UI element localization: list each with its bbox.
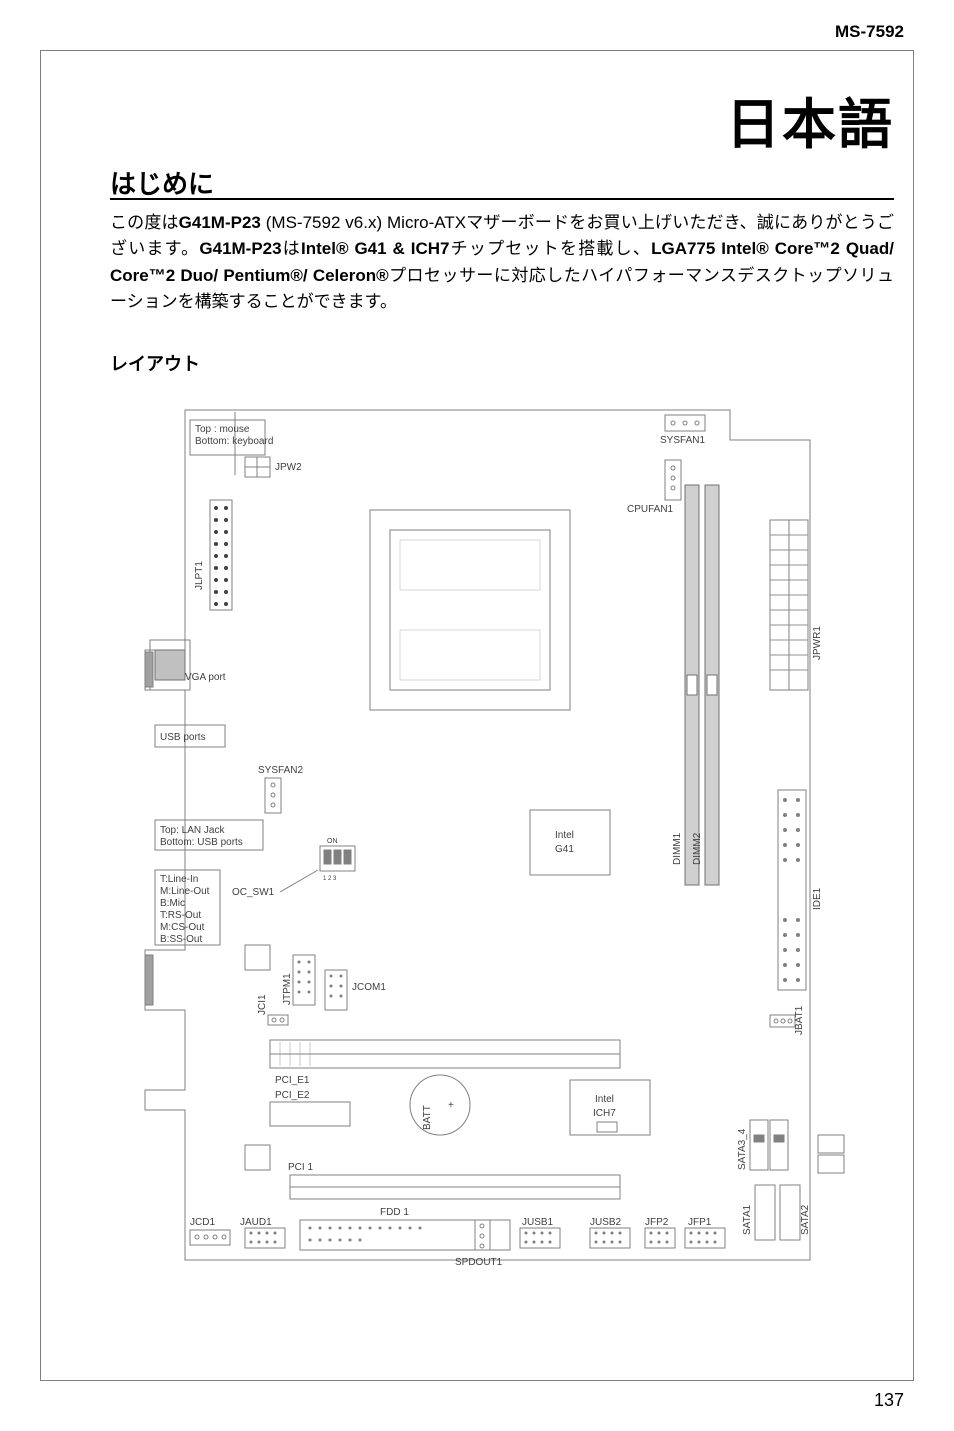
svg-text:+: +	[448, 1100, 454, 1111]
label-intel-g41a: Intel	[555, 830, 574, 841]
label-audio3: B:Mic	[160, 898, 185, 909]
label-sysfan2: SYSFAN2	[258, 765, 303, 776]
label-sw123: 1 2 3	[323, 876, 337, 882]
label-spdout1: SPDOUT1	[455, 1257, 503, 1268]
label-top-lan: Top: LAN Jack	[160, 825, 225, 836]
section-title: はじめに	[110, 164, 214, 201]
label-sata2: SATA2	[800, 1204, 811, 1235]
label-jcom1: JCOM1	[352, 982, 386, 993]
label-pcie1: PCI_E1	[275, 1075, 310, 1086]
label-sysfan1: SYSFAN1	[660, 435, 705, 446]
label-intel-g41b: G41	[555, 844, 574, 855]
label-fdd1: FDD 1	[380, 1207, 409, 1218]
label-pcie2: PCI_E2	[275, 1090, 310, 1101]
intro-span: この度は	[110, 213, 179, 232]
intro-paragraph: この度はG41M-P23 (MS-7592 v6.x) Micro-ATXマザー…	[110, 210, 894, 315]
label-audio5: M:CS-Out	[160, 922, 205, 933]
label-pci1: PCI 1	[288, 1162, 313, 1173]
header-model: MS-7592	[835, 22, 904, 42]
intro-bold-1: G41M-P23	[179, 213, 261, 232]
label-cpufan1: CPUFAN1	[627, 504, 674, 515]
label-intel-ich7a: Intel	[595, 1094, 614, 1105]
label-dimm1: DIMM1	[672, 832, 683, 865]
label-jcd1: JCD1	[190, 1217, 215, 1228]
intro-span: チップセットを搭載し、	[449, 239, 651, 258]
label-top-mouse: Top : mouse	[195, 424, 250, 435]
page-number: 137	[874, 1390, 904, 1411]
label-dimm2: DIMM2	[692, 832, 703, 865]
label-ide1: IDE1	[812, 887, 823, 910]
label-audio4: T:RS-Out	[160, 910, 201, 921]
motherboard-diagram: Top : mouse Bottom: keyboard JPW2 SYSFAN…	[130, 390, 850, 1320]
label-ocsw1: OC_SW1	[232, 887, 275, 898]
subsection-title: レイアウト	[110, 350, 200, 376]
label-audio2: M:Line-Out	[160, 886, 210, 897]
label-sata34: SATA3_4	[737, 1128, 748, 1170]
label-on: ON	[327, 838, 338, 845]
label-jci1: JCI1	[257, 994, 268, 1015]
intro-bold-2: G41M-P23	[199, 239, 281, 258]
label-jfp1: JFP1	[688, 1217, 712, 1228]
label-bottom-usb: Bottom: USB ports	[160, 837, 243, 848]
label-jpwr1: JPWR1	[812, 626, 823, 660]
label-jbat1: JBAT1	[794, 1005, 805, 1035]
label-bottom-keyboard: Bottom: keyboard	[195, 436, 273, 447]
label-intel-ich7b: ICH7	[593, 1108, 616, 1119]
label-audio6: B:SS-Out	[160, 934, 202, 945]
label-batt: BATT	[422, 1105, 433, 1130]
label-jaud1: JAUD1	[240, 1217, 272, 1228]
label-vga-port: VGA port	[185, 672, 226, 683]
label-jpw2: JPW2	[275, 462, 302, 473]
intro-span: は	[282, 239, 301, 258]
label-jusb1: JUSB1	[522, 1217, 554, 1228]
label-jusb2: JUSB2	[590, 1217, 622, 1228]
intro-bold-3: Intel® G41 & ICH7	[301, 239, 449, 258]
label-usb-ports: USB ports	[160, 732, 206, 743]
language-header: 日本語	[726, 80, 894, 159]
label-jtpm1: JTPM1	[282, 973, 293, 1005]
label-jlpt1: JLPT1	[194, 561, 205, 590]
label-jfp2: JFP2	[645, 1217, 669, 1228]
section-underline	[110, 198, 894, 200]
label-sata1: SATA1	[742, 1204, 753, 1235]
label-audio1: T:Line-In	[160, 874, 198, 885]
